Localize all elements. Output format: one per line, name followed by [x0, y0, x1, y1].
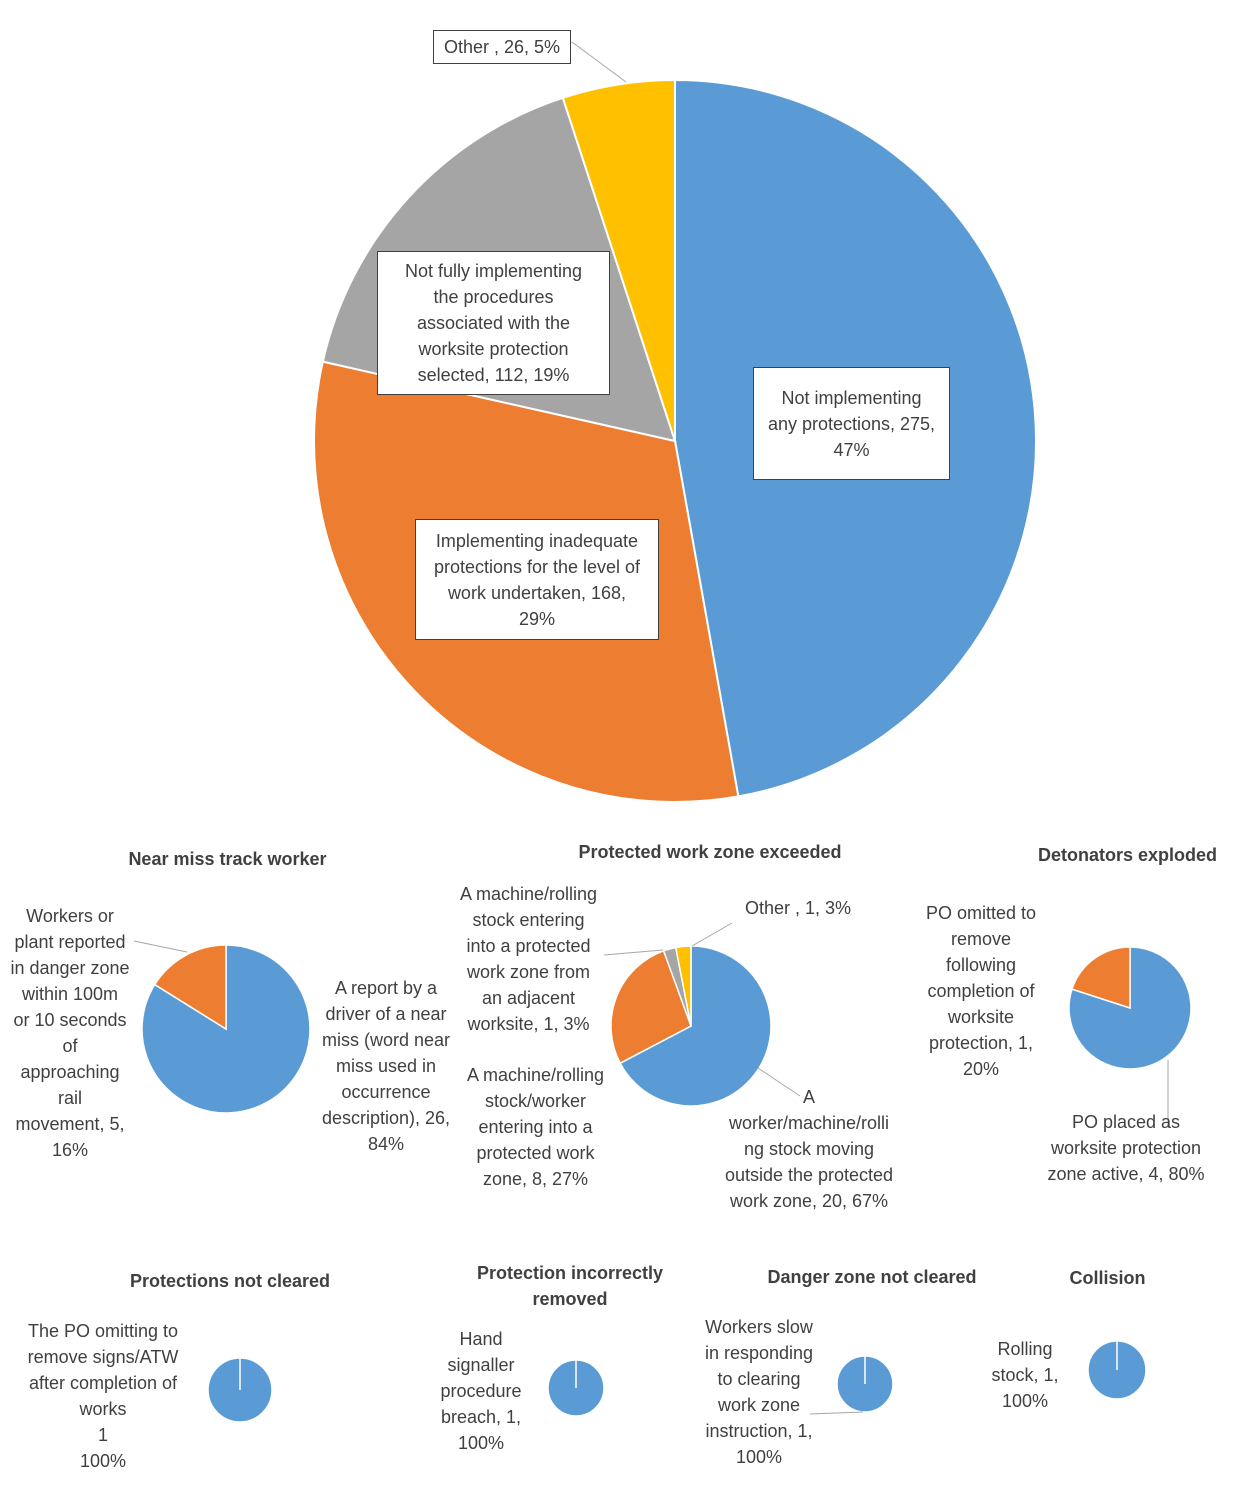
label-main-not-fully: Not fully implementing the procedures as…: [377, 251, 610, 395]
label-pwz-moving-outside: A worker/machine/rolli ng stock moving o…: [724, 1087, 894, 1211]
label-near-miss-workers-plant: Workers or plant reported in danger zone…: [10, 906, 130, 1160]
leader-line-0: [571, 41, 627, 83]
label-workers-slow: Workers slow in responding to clearing w…: [704, 1317, 814, 1467]
title-collision: Collision: [1069, 1268, 1146, 1288]
label-pwz-other: Other , 1, 3%: [744, 898, 852, 918]
label-pwz-adjacent-worksite: A machine/rolling stock entering into a …: [459, 884, 598, 1034]
title-near-miss: Near miss track worker: [128, 849, 327, 869]
title-danger-zone: Danger zone not cleared: [767, 1267, 977, 1287]
title-protection-incorrectly-removed: Protection incorrectly removed: [476, 1263, 664, 1309]
pie-slice-0-3: [561, 78, 676, 442]
pie-slice-3-1: [1071, 946, 1131, 1010]
label-pwz-entering: A machine/rolling stock/worker entering …: [466, 1065, 605, 1189]
pie-slice-1-1: [153, 944, 227, 1031]
label-detonators-po-omitted: PO omitted to remove following completio…: [925, 903, 1037, 1079]
label-rolling-stock: Rolling stock, 1, 100%: [991, 1339, 1059, 1411]
leader-line-1: [133, 940, 188, 953]
pie-slice-2-0: [619, 945, 772, 1107]
leader-line-3: [691, 922, 733, 947]
label-detonators-po-placed: PO placed as worksite protection zone ac…: [1047, 1112, 1205, 1184]
title-detonators: Detonators exploded: [1037, 845, 1218, 865]
leader-line-6: [809, 1411, 864, 1415]
label-protections-not-cleared: The PO omitting to remove signs/ATW afte…: [27, 1321, 179, 1471]
pie-slice-2-1: [610, 949, 692, 1065]
label-near-miss-driver-report: A report by a driver of a near miss (wor…: [321, 978, 451, 1154]
label-main-inadequate: Implementing inadequate protections for …: [415, 519, 659, 640]
label-main-other: Other , 26, 5%: [433, 30, 571, 64]
title-protections-not-cleared: Protections not cleared: [129, 1271, 331, 1291]
pie-slice-2-3: [674, 945, 692, 1027]
label-main-not-implementing: Not implementing any protections, 275, 4…: [753, 367, 950, 480]
leader-line-2: [603, 949, 664, 956]
leader-line-4: [757, 1067, 801, 1097]
label-hand-signaller: Hand signaller procedure breach, 1, 100%: [440, 1329, 522, 1453]
title-protected-work-zone: Protected work zone exceeded: [578, 842, 842, 862]
pie-slice-1-0: [141, 944, 311, 1114]
